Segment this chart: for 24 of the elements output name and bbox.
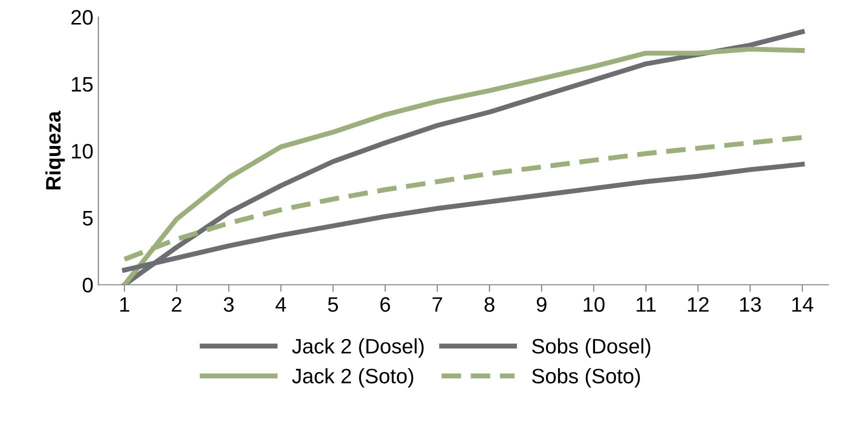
y-tick-label: 15 [72,77,93,92]
legend-label: Jack 2 (Soto) [292,368,414,388]
legend-label: Sobs (Dosel) [532,338,650,358]
y-tick-label: 5 [82,211,93,226]
x-tick-label: 3 [224,297,234,312]
x-tick-label: 9 [536,297,546,312]
y-axis-title: Riqueza [45,110,65,190]
x-tick-label: 8 [484,297,494,312]
y-tick-label: 0 [82,278,93,293]
y-tick-label: 10 [72,144,93,159]
x-tick-label: 10 [584,297,605,312]
y-tick-label: 20 [71,10,93,25]
legend-label: Jack 2 (Dosel) [292,338,424,358]
x-tick-label: 12 [688,297,709,312]
x-tick-label: 4 [276,297,286,312]
legend-label: Sobs (Soto) [532,368,640,388]
x-tick-label: 6 [380,297,390,312]
x-tick-label: 5 [328,297,338,312]
x-tick-label: 2 [172,297,182,312]
x-tick-label: 13 [740,297,761,312]
x-tick-label: 7 [432,297,442,312]
x-tick-label: 11 [636,297,656,312]
x-tick-label: 1 [120,297,130,312]
x-tick-label: 14 [792,297,814,312]
